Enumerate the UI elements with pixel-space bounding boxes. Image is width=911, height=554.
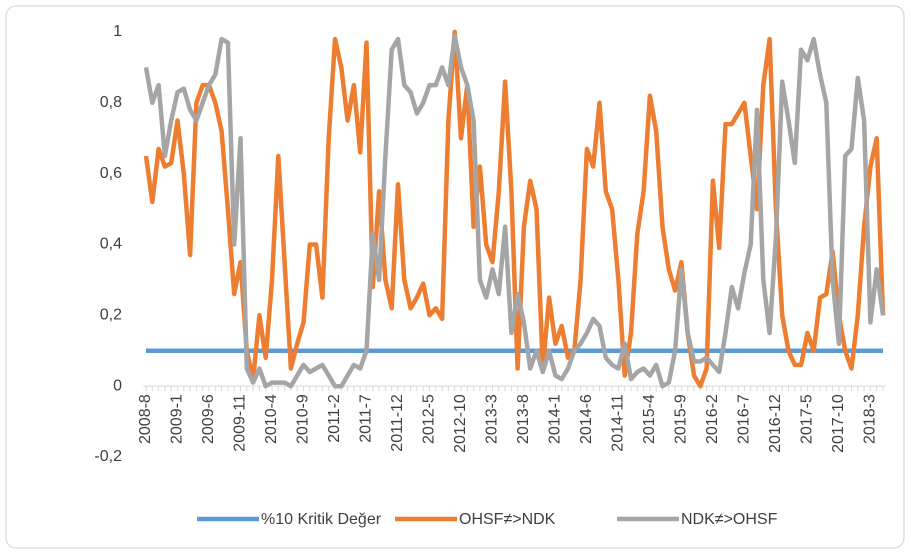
- x-tick-label: 2014-11: [610, 394, 627, 452]
- x-tick-label: 2017-5: [799, 394, 816, 444]
- x-tick-label: 2010-4: [263, 394, 280, 444]
- y-tick-label: 0,8: [100, 94, 122, 111]
- x-tick-label: 2016-7: [736, 394, 753, 444]
- x-tick-label: 2016-2: [704, 394, 721, 444]
- y-tick-label: 0,6: [100, 165, 122, 182]
- y-tick-label: 1: [113, 23, 122, 40]
- y-tick-label: 0,4: [100, 236, 122, 253]
- x-tick-label: 2013-3: [484, 394, 501, 444]
- legend-label: OHSF≠>NDK: [459, 511, 556, 528]
- x-tick-label: 2017-10: [830, 394, 847, 453]
- x-tick-label: 2011-7: [358, 394, 375, 443]
- x-tick-label: 2010-9: [295, 394, 312, 444]
- x-tick-label: 2011-2: [326, 394, 343, 443]
- x-tick-label: 2013-8: [515, 394, 532, 444]
- y-tick-label: 0: [113, 377, 122, 394]
- y-tick-label: -0,2: [94, 448, 122, 465]
- x-tick-label: 2011-12: [389, 394, 406, 452]
- x-tick-label: 2012-10: [452, 394, 469, 453]
- x-tick-label: 2008-8: [137, 394, 154, 444]
- legend-label: %10 Kritik Değer: [261, 511, 382, 528]
- x-tick-label: 2014-6: [578, 394, 595, 444]
- x-tick-label: 2009-11: [232, 394, 249, 452]
- line-series: [143, 33, 886, 389]
- x-tick-label: 2009-1: [169, 394, 186, 444]
- x-tick-label: 2016-12: [767, 394, 784, 453]
- x-tick-label: 2015-9: [673, 394, 690, 444]
- x-tick-label: 2018-3: [862, 394, 879, 444]
- legend-label: NDK≠>OHSF: [681, 511, 778, 528]
- y-tick-label: 0,2: [100, 307, 122, 324]
- x-tick-label: 2015-4: [641, 394, 658, 444]
- x-tick-label: 2009-6: [200, 394, 217, 444]
- x-tick-label: 2014-1: [547, 394, 564, 444]
- x-tick-label: 2012-5: [421, 394, 438, 444]
